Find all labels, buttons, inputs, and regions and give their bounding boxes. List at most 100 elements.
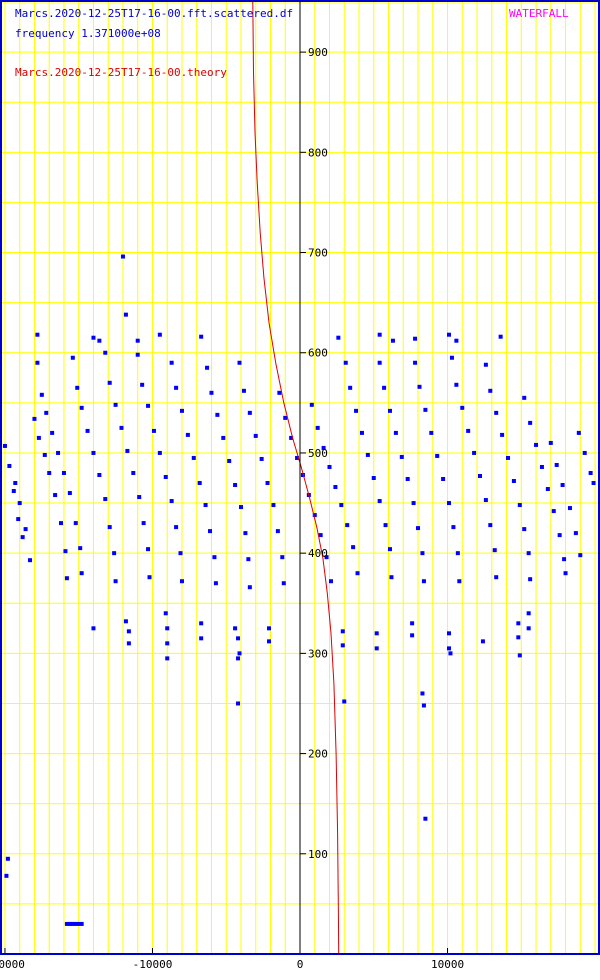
data-point xyxy=(137,495,142,500)
data-point xyxy=(399,454,404,459)
data-point xyxy=(215,412,220,417)
data-point xyxy=(64,576,69,581)
data-point xyxy=(374,646,379,651)
y-tick-label: 500 xyxy=(308,447,328,460)
data-point xyxy=(13,481,18,486)
data-point xyxy=(435,453,440,458)
data-point xyxy=(179,408,184,413)
data-point xyxy=(492,548,497,553)
data-point xyxy=(321,445,326,450)
data-point xyxy=(163,611,168,616)
data-point xyxy=(423,816,428,821)
data-point xyxy=(165,626,170,631)
data-point xyxy=(516,621,521,626)
data-point xyxy=(528,577,533,582)
plot-frame xyxy=(0,0,600,955)
data-point xyxy=(562,557,567,562)
data-point xyxy=(449,355,454,360)
data-point xyxy=(91,335,96,340)
data-point xyxy=(517,653,522,658)
data-point xyxy=(126,629,131,634)
data-point xyxy=(280,555,285,560)
data-point xyxy=(377,332,382,337)
data-point xyxy=(333,485,338,490)
data-point xyxy=(377,499,382,504)
data-point xyxy=(355,571,360,576)
data-point xyxy=(281,581,286,586)
data-point xyxy=(557,533,562,538)
data-point xyxy=(113,579,118,584)
data-point xyxy=(103,350,108,355)
data-point xyxy=(236,656,241,661)
data-point xyxy=(53,493,58,498)
center-axis xyxy=(4,2,449,954)
data-point xyxy=(47,470,52,475)
data-point xyxy=(7,463,12,468)
data-point xyxy=(2,443,7,448)
data-point xyxy=(236,636,241,641)
file-label: Marcs.2020-12-25T17-16-00.fft.scattered.… xyxy=(15,7,294,20)
data-point xyxy=(233,626,238,631)
data-point xyxy=(178,551,183,556)
data-point xyxy=(560,483,565,488)
data-point xyxy=(318,533,323,538)
data-point xyxy=(488,388,493,393)
data-point xyxy=(169,360,174,365)
data-point xyxy=(416,526,421,531)
data-point xyxy=(573,531,578,536)
data-point xyxy=(165,656,170,661)
data-point xyxy=(420,691,425,696)
data-point xyxy=(56,450,61,455)
data-point xyxy=(483,362,488,367)
data-point xyxy=(283,415,288,420)
data-point xyxy=(208,529,213,534)
data-point xyxy=(205,365,210,370)
data-point xyxy=(374,631,379,636)
data-point xyxy=(50,430,55,435)
data-point xyxy=(351,545,356,550)
data-point xyxy=(477,473,482,478)
data-point xyxy=(448,651,453,656)
data-point xyxy=(359,430,364,435)
data-point xyxy=(4,873,9,878)
data-point xyxy=(191,455,196,460)
data-point xyxy=(267,626,272,631)
data-point xyxy=(179,579,184,584)
data-point xyxy=(271,503,276,508)
data-point xyxy=(35,332,40,337)
data-point xyxy=(447,332,451,337)
data-point xyxy=(275,529,280,534)
data-point xyxy=(309,402,314,407)
data-point xyxy=(135,352,140,357)
data-point xyxy=(494,410,499,415)
data-point xyxy=(241,388,246,393)
data-point xyxy=(203,503,208,508)
data-point xyxy=(212,555,217,560)
data-point xyxy=(73,521,78,526)
data-point xyxy=(466,428,471,433)
data-point xyxy=(174,385,179,390)
data-point xyxy=(511,479,516,484)
gridlines xyxy=(2,1,598,954)
data-point xyxy=(494,575,499,580)
data-point xyxy=(75,385,80,390)
data-point xyxy=(119,425,124,430)
data-point xyxy=(578,553,583,558)
data-point xyxy=(237,651,242,656)
data-point xyxy=(157,332,162,337)
mode-label: WATERFALL xyxy=(509,7,569,20)
data-point xyxy=(163,474,168,479)
data-points xyxy=(2,254,596,926)
data-point xyxy=(365,452,370,457)
data-point xyxy=(382,385,387,390)
y-tick-label: 200 xyxy=(308,748,328,761)
data-point xyxy=(454,382,459,387)
data-point xyxy=(390,338,395,343)
y-tick-label: 300 xyxy=(308,647,328,660)
data-point xyxy=(97,338,102,343)
data-point xyxy=(289,435,294,440)
x-tick-label: 0 xyxy=(297,958,304,971)
data-point xyxy=(417,384,422,389)
theory-label: Marcs.2020-12-25T17-16-00.theory xyxy=(15,66,227,79)
data-point xyxy=(23,527,28,532)
